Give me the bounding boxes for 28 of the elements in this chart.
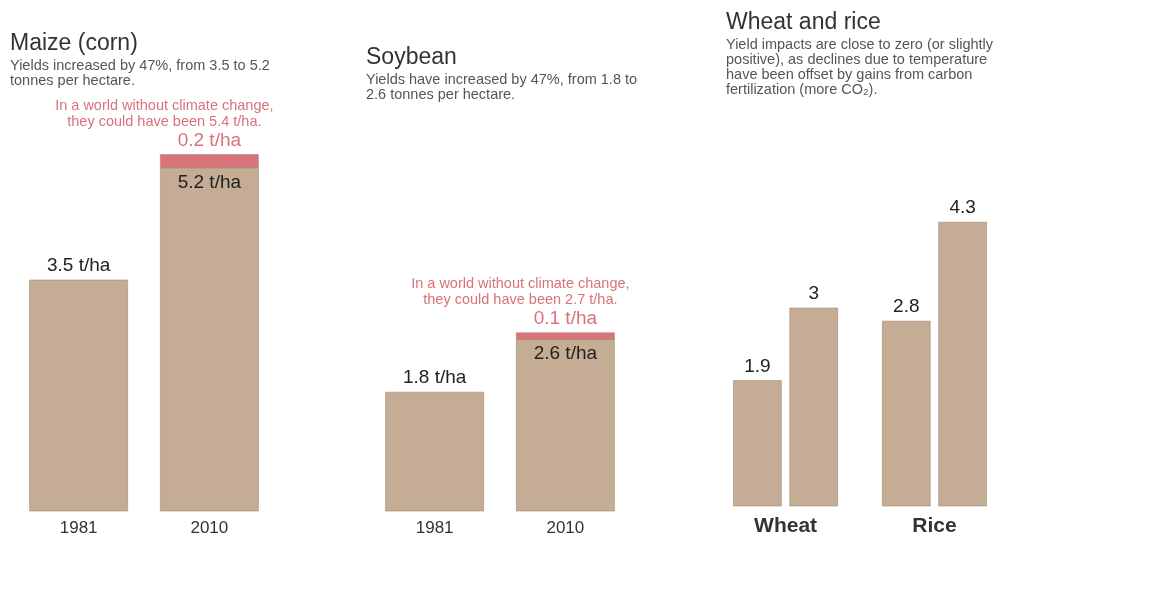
chart-subtitle: Yields have increased by 47%, from 1.8 to 2.6 tonnes per hectare.	[366, 70, 638, 102]
chart-subtitle: Yields increased by 47%, from 3.5 to 5.2 tonnes per hectare.	[10, 57, 270, 89]
data-label: 4.3	[949, 196, 976, 218]
data-label: 1.9	[744, 354, 771, 376]
data-label: 1.8 t/ha	[402, 366, 467, 388]
data-label: 3	[808, 282, 820, 303]
bar	[733, 380, 782, 507]
data-label: 5.2 t/ha	[177, 170, 242, 192]
data-label: 3.5 t/ha	[46, 254, 111, 275]
annotation: In a world without climate change, they could have been 2.7 t/ha.	[411, 274, 630, 307]
x-tick-label: 1981	[415, 517, 454, 537]
data-label: 2.8	[893, 295, 920, 317]
x-tick-label: 2010	[190, 517, 229, 537]
chart-title: Wheat and rice	[726, 7, 881, 34]
chart-title: Soybean	[366, 42, 457, 69]
bar	[789, 307, 838, 507]
bar	[938, 221, 987, 507]
bar	[882, 320, 931, 507]
chart-title: Maize (corn)	[10, 29, 138, 56]
x-tick-label: Rice	[912, 512, 957, 536]
annotation: In a world without climate change, they could have been 5.4 t/ha.	[55, 96, 274, 129]
data-label: 2.6 t/ha	[533, 342, 598, 364]
x-tick-label: 1981	[59, 517, 98, 537]
chart-subtitle: Yield impacts are close to zero (or slightly positive), as declines due to temperature have been offset by gains from carbon fertilization (more CO₂).	[726, 35, 994, 97]
data-label: 0.1 t/ha	[533, 306, 598, 328]
data-label: 0.2 t/ha	[177, 128, 242, 150]
x-tick-label: Wheat	[754, 512, 818, 536]
x-tick-label: 2010	[546, 517, 585, 537]
